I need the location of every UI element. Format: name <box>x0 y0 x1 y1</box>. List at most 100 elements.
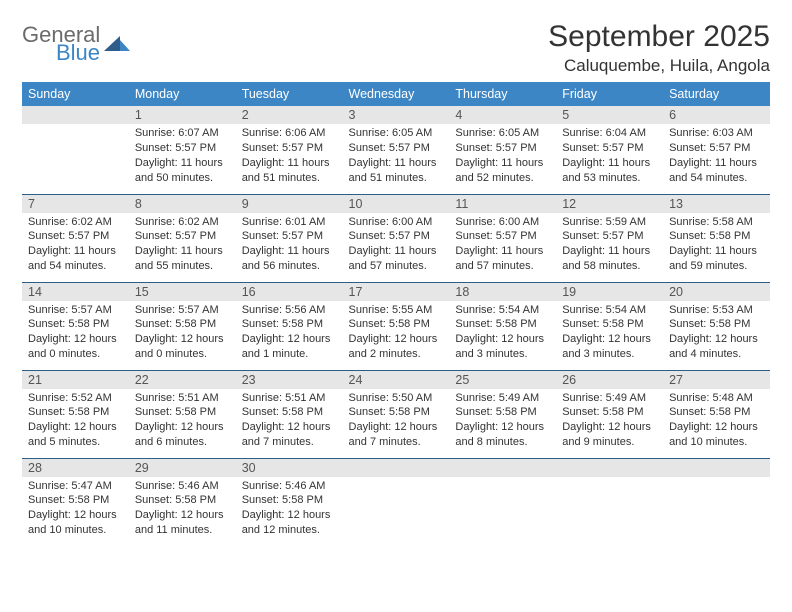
calendar-week-row: 21Sunrise: 5:52 AMSunset: 5:58 PMDayligh… <box>22 370 770 458</box>
sunrise-text: Sunrise: 6:03 AM <box>669 126 764 141</box>
calendar-cell: 20Sunrise: 5:53 AMSunset: 5:58 PMDayligh… <box>663 282 770 370</box>
location-text: Caluquembe, Huila, Angola <box>548 56 770 76</box>
calendar-cell: 25Sunrise: 5:49 AMSunset: 5:58 PMDayligh… <box>449 370 556 458</box>
calendar-week-row: 1Sunrise: 6:07 AMSunset: 5:57 PMDaylight… <box>22 106 770 194</box>
calendar-cell: 7Sunrise: 6:02 AMSunset: 5:57 PMDaylight… <box>22 194 129 282</box>
day-details: Sunrise: 5:48 AMSunset: 5:58 PMDaylight:… <box>663 389 770 454</box>
daylight-text-1: Daylight: 11 hours <box>455 244 550 259</box>
weekday-header: Thursday <box>449 82 556 106</box>
day-details: Sunrise: 5:47 AMSunset: 5:58 PMDaylight:… <box>22 477 129 542</box>
day-details: Sunrise: 5:57 AMSunset: 5:58 PMDaylight:… <box>129 301 236 366</box>
day-number-bar <box>556 459 663 477</box>
calendar-cell: 11Sunrise: 6:00 AMSunset: 5:57 PMDayligh… <box>449 194 556 282</box>
calendar-week-row: 7Sunrise: 6:02 AMSunset: 5:57 PMDaylight… <box>22 194 770 282</box>
daylight-text-1: Daylight: 12 hours <box>455 420 550 435</box>
sunset-text: Sunset: 5:57 PM <box>135 229 230 244</box>
sunrise-text: Sunrise: 5:54 AM <box>562 303 657 318</box>
calendar-week-row: 28Sunrise: 5:47 AMSunset: 5:58 PMDayligh… <box>22 458 770 546</box>
daylight-text-1: Daylight: 11 hours <box>242 156 337 171</box>
day-number-bar: 2 <box>236 106 343 124</box>
sunrise-text: Sunrise: 6:05 AM <box>349 126 444 141</box>
calendar-cell: 14Sunrise: 5:57 AMSunset: 5:58 PMDayligh… <box>22 282 129 370</box>
sunrise-text: Sunrise: 6:07 AM <box>135 126 230 141</box>
calendar-table: SundayMondayTuesdayWednesdayThursdayFrid… <box>22 82 770 546</box>
daylight-text-2: and 7 minutes. <box>349 435 444 450</box>
sunrise-text: Sunrise: 5:56 AM <box>242 303 337 318</box>
calendar-cell <box>556 458 663 546</box>
sunset-text: Sunset: 5:58 PM <box>242 317 337 332</box>
calendar-week-row: 14Sunrise: 5:57 AMSunset: 5:58 PMDayligh… <box>22 282 770 370</box>
daylight-text-2: and 6 minutes. <box>135 435 230 450</box>
day-number-bar: 9 <box>236 195 343 213</box>
day-details: Sunrise: 5:49 AMSunset: 5:58 PMDaylight:… <box>449 389 556 454</box>
daylight-text-2: and 10 minutes. <box>669 435 764 450</box>
calendar-cell: 21Sunrise: 5:52 AMSunset: 5:58 PMDayligh… <box>22 370 129 458</box>
daylight-text-1: Daylight: 12 hours <box>349 332 444 347</box>
day-number-bar: 23 <box>236 371 343 389</box>
sunrise-text: Sunrise: 5:55 AM <box>349 303 444 318</box>
daylight-text-1: Daylight: 12 hours <box>562 332 657 347</box>
sunset-text: Sunset: 5:57 PM <box>669 141 764 156</box>
daylight-text-1: Daylight: 12 hours <box>28 332 123 347</box>
calendar-cell: 23Sunrise: 5:51 AMSunset: 5:58 PMDayligh… <box>236 370 343 458</box>
title-block: September 2025 Caluquembe, Huila, Angola <box>548 20 770 76</box>
calendar-cell: 4Sunrise: 6:05 AMSunset: 5:57 PMDaylight… <box>449 106 556 194</box>
daylight-text-2: and 4 minutes. <box>669 347 764 362</box>
sunrise-text: Sunrise: 6:06 AM <box>242 126 337 141</box>
day-number-bar: 13 <box>663 195 770 213</box>
daylight-text-2: and 0 minutes. <box>135 347 230 362</box>
day-number-bar: 25 <box>449 371 556 389</box>
sunset-text: Sunset: 5:58 PM <box>242 405 337 420</box>
sunset-text: Sunset: 5:57 PM <box>28 229 123 244</box>
daylight-text-1: Daylight: 11 hours <box>135 156 230 171</box>
daylight-text-2: and 53 minutes. <box>562 171 657 186</box>
sunset-text: Sunset: 5:57 PM <box>455 141 550 156</box>
day-details: Sunrise: 5:59 AMSunset: 5:57 PMDaylight:… <box>556 213 663 278</box>
daylight-text-2: and 3 minutes. <box>455 347 550 362</box>
sunset-text: Sunset: 5:58 PM <box>28 405 123 420</box>
daylight-text-1: Daylight: 12 hours <box>562 420 657 435</box>
day-details: Sunrise: 6:05 AMSunset: 5:57 PMDaylight:… <box>449 124 556 189</box>
calendar-cell <box>343 458 450 546</box>
daylight-text-2: and 10 minutes. <box>28 523 123 538</box>
day-number-bar: 5 <box>556 106 663 124</box>
calendar-cell: 12Sunrise: 5:59 AMSunset: 5:57 PMDayligh… <box>556 194 663 282</box>
day-details: Sunrise: 6:03 AMSunset: 5:57 PMDaylight:… <box>663 124 770 189</box>
calendar-cell: 10Sunrise: 6:00 AMSunset: 5:57 PMDayligh… <box>343 194 450 282</box>
calendar-cell: 8Sunrise: 6:02 AMSunset: 5:57 PMDaylight… <box>129 194 236 282</box>
calendar-cell: 22Sunrise: 5:51 AMSunset: 5:58 PMDayligh… <box>129 370 236 458</box>
day-number-bar: 3 <box>343 106 450 124</box>
calendar-cell: 19Sunrise: 5:54 AMSunset: 5:58 PMDayligh… <box>556 282 663 370</box>
day-number-bar: 29 <box>129 459 236 477</box>
day-details: Sunrise: 5:50 AMSunset: 5:58 PMDaylight:… <box>343 389 450 454</box>
daylight-text-1: Daylight: 11 hours <box>242 244 337 259</box>
day-number-bar: 19 <box>556 283 663 301</box>
weekday-header-row: SundayMondayTuesdayWednesdayThursdayFrid… <box>22 82 770 106</box>
calendar-cell: 16Sunrise: 5:56 AMSunset: 5:58 PMDayligh… <box>236 282 343 370</box>
daylight-text-1: Daylight: 12 hours <box>349 420 444 435</box>
sunset-text: Sunset: 5:58 PM <box>455 317 550 332</box>
daylight-text-1: Daylight: 12 hours <box>242 332 337 347</box>
day-number-bar: 11 <box>449 195 556 213</box>
daylight-text-2: and 2 minutes. <box>349 347 444 362</box>
sunset-text: Sunset: 5:58 PM <box>669 317 764 332</box>
day-details: Sunrise: 5:58 AMSunset: 5:58 PMDaylight:… <box>663 213 770 278</box>
daylight-text-2: and 0 minutes. <box>28 347 123 362</box>
sunrise-text: Sunrise: 6:05 AM <box>455 126 550 141</box>
calendar-cell: 13Sunrise: 5:58 AMSunset: 5:58 PMDayligh… <box>663 194 770 282</box>
daylight-text-2: and 54 minutes. <box>28 259 123 274</box>
day-details: Sunrise: 6:04 AMSunset: 5:57 PMDaylight:… <box>556 124 663 189</box>
calendar-cell: 5Sunrise: 6:04 AMSunset: 5:57 PMDaylight… <box>556 106 663 194</box>
day-details: Sunrise: 5:51 AMSunset: 5:58 PMDaylight:… <box>236 389 343 454</box>
sunrise-text: Sunrise: 6:00 AM <box>349 215 444 230</box>
daylight-text-1: Daylight: 11 hours <box>562 244 657 259</box>
sunrise-text: Sunrise: 6:01 AM <box>242 215 337 230</box>
daylight-text-1: Daylight: 12 hours <box>135 332 230 347</box>
sunset-text: Sunset: 5:57 PM <box>455 229 550 244</box>
daylight-text-1: Daylight: 11 hours <box>135 244 230 259</box>
weekday-header: Friday <box>556 82 663 106</box>
day-details: Sunrise: 6:05 AMSunset: 5:57 PMDaylight:… <box>343 124 450 189</box>
sunrise-text: Sunrise: 5:51 AM <box>242 391 337 406</box>
daylight-text-2: and 50 minutes. <box>135 171 230 186</box>
day-details: Sunrise: 5:46 AMSunset: 5:58 PMDaylight:… <box>236 477 343 542</box>
